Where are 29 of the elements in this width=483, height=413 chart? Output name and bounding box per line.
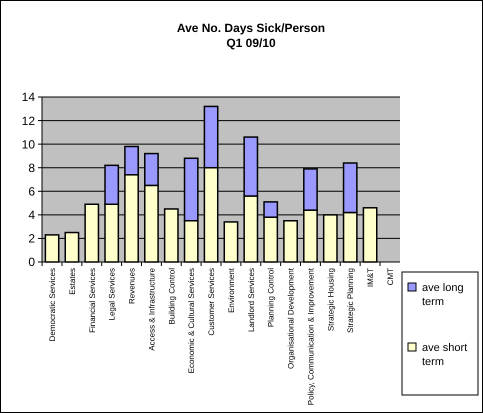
- x-tick-label: Building Control: [167, 268, 176, 324]
- x-tick-label: Landlord Services: [246, 268, 256, 332]
- x-tick-label: Strategic Housing: [326, 268, 336, 332]
- legend-label: ave long term: [422, 282, 464, 308]
- y-tick-label: 10: [22, 137, 36, 152]
- x-tick-label: Legal Services: [108, 268, 117, 320]
- x-tick-label: IM&T: [366, 268, 376, 288]
- x-tick-label: Organisational Development: [286, 267, 296, 369]
- legend-label: ave short term: [422, 342, 468, 368]
- y-tick-label: 6: [28, 184, 36, 198]
- x-tick-label: Customer Services: [207, 268, 216, 336]
- x-tick-label: Economic & Cultural Services: [187, 268, 196, 374]
- x-tick-label: Democratic Services: [48, 268, 58, 342]
- y-tick-label: 4: [28, 208, 36, 222]
- x-tick-label: Policy, Communication & Improvement: [306, 267, 316, 406]
- x-tick-label: Access & Infrastructure: [147, 267, 156, 351]
- x-tick-label: Financial Services: [88, 268, 97, 333]
- x-tick-label: Estates: [68, 268, 77, 295]
- y-tick-label: 2: [28, 232, 36, 246]
- y-tick-label: 14: [22, 90, 36, 104]
- chart-title: Ave No. Days Sick/Person Q1 09/10: [176, 21, 326, 50]
- x-tick-label: Environment: [226, 267, 236, 313]
- x-tick-label: Revenues: [128, 268, 137, 304]
- x-tick-label: Planning Control: [266, 268, 276, 328]
- y-tick-label: 8: [28, 160, 36, 175]
- y-tick-label: 12: [22, 114, 36, 128]
- x-tick-label: CMT: [386, 268, 395, 286]
- y-tick-label: 0: [28, 255, 36, 270]
- x-tick-label: Strategic Planning: [346, 268, 356, 333]
